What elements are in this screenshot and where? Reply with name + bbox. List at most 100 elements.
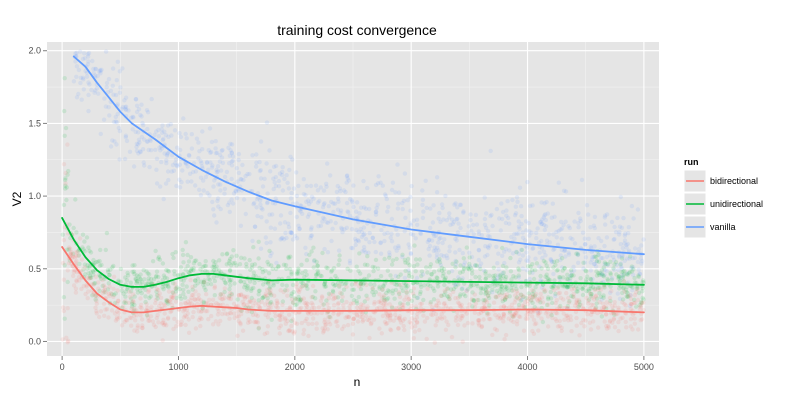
point (608, 298, 613, 304)
point (322, 319, 327, 325)
point (323, 323, 328, 328)
point (494, 206, 500, 212)
point (576, 298, 582, 303)
point (591, 254, 597, 259)
point (370, 290, 375, 295)
point (398, 320, 404, 325)
point (379, 295, 385, 300)
point (347, 261, 353, 266)
point (147, 295, 152, 301)
point (306, 212, 312, 217)
point (437, 236, 442, 241)
point (564, 276, 569, 282)
point (604, 300, 609, 305)
point (548, 257, 553, 262)
point (250, 303, 256, 308)
point (225, 312, 230, 317)
point (321, 215, 326, 220)
point (600, 273, 606, 278)
point (158, 301, 163, 306)
point (490, 287, 495, 292)
point (473, 263, 478, 268)
point (162, 303, 168, 308)
point (597, 272, 602, 278)
point (571, 291, 576, 297)
point (588, 276, 593, 282)
point (101, 117, 107, 122)
point (81, 283, 87, 289)
point (382, 298, 388, 304)
point (606, 323, 611, 328)
point (304, 283, 309, 288)
point (258, 198, 263, 203)
point (447, 296, 452, 301)
point (414, 319, 420, 325)
point (324, 181, 329, 186)
point (569, 273, 574, 278)
point (370, 235, 375, 241)
point (340, 230, 345, 235)
trend-lines (61, 55, 645, 314)
point (427, 243, 433, 249)
point (565, 313, 570, 318)
point (536, 298, 541, 304)
point (559, 219, 564, 225)
point (200, 129, 205, 134)
point (200, 264, 205, 270)
point (82, 56, 88, 61)
point (184, 307, 190, 313)
point (130, 302, 135, 307)
point (91, 272, 96, 277)
point (252, 224, 258, 229)
point (166, 289, 172, 294)
point (531, 317, 537, 323)
point (517, 268, 522, 273)
point (290, 157, 295, 162)
point (181, 315, 187, 320)
point (276, 263, 281, 269)
point (590, 285, 596, 290)
point (517, 314, 523, 320)
point (566, 318, 571, 323)
point (453, 258, 458, 264)
point (126, 108, 131, 113)
point (296, 297, 301, 302)
point (632, 275, 637, 281)
point (528, 264, 533, 269)
point (308, 227, 314, 232)
point (442, 315, 447, 320)
point (170, 153, 175, 158)
point (563, 254, 568, 259)
point (482, 195, 487, 200)
point (82, 239, 87, 244)
point (634, 290, 639, 295)
point (309, 300, 314, 306)
point (353, 282, 358, 287)
point (461, 292, 466, 297)
point (566, 250, 571, 255)
point (180, 282, 185, 287)
point (638, 318, 643, 323)
point (483, 225, 489, 230)
point (387, 315, 393, 321)
point (180, 247, 185, 253)
point (278, 317, 283, 323)
point (222, 174, 228, 180)
point (542, 227, 547, 233)
point (129, 296, 134, 301)
point (463, 293, 468, 299)
point (302, 274, 307, 280)
point (135, 287, 140, 292)
point (146, 279, 151, 284)
point (302, 283, 308, 288)
point (351, 287, 356, 292)
point (139, 102, 144, 107)
point (530, 270, 535, 275)
point (157, 291, 162, 296)
point (240, 162, 245, 168)
point (569, 270, 574, 275)
point (400, 206, 405, 212)
point (312, 311, 317, 316)
point (185, 299, 191, 304)
point (129, 306, 134, 311)
